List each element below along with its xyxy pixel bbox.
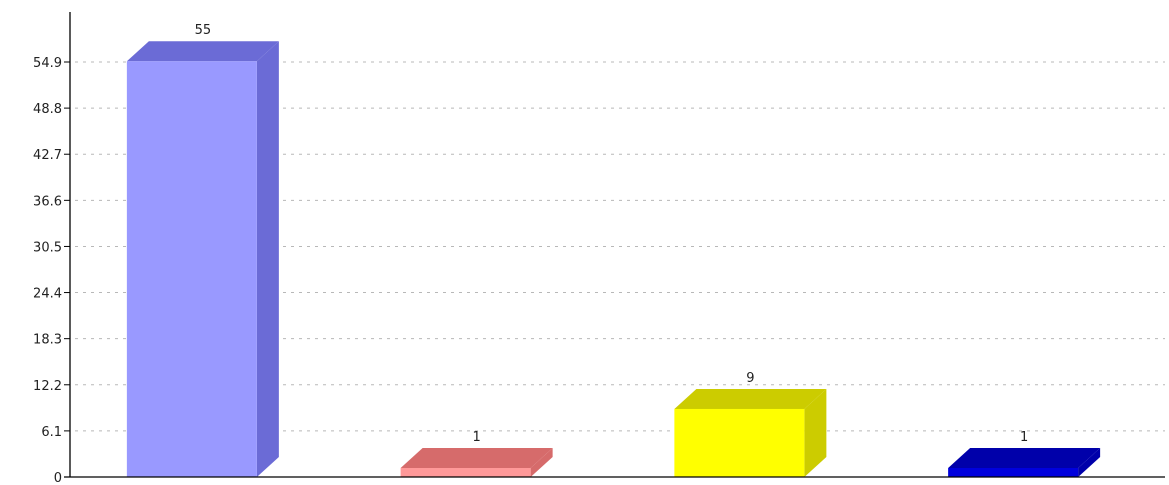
bar-value-label: 1: [472, 430, 480, 445]
y-tick-label: 30.5: [33, 240, 62, 255]
bar-value-label: 55: [195, 23, 212, 38]
bar: [674, 388, 827, 477]
bar-value-label: 9: [746, 371, 754, 386]
bar-top: [674, 388, 827, 409]
bar-side: [804, 388, 827, 477]
bar-front: [674, 408, 805, 477]
bar-side: [1078, 448, 1101, 477]
y-tick-label: 36.6: [33, 194, 62, 209]
labels-layer: 0 6.1 12.2 18.3 24.4 30.5 36.6 42.7 48.8 54.9 55 1 9…: [33, 23, 1028, 485]
bar-value-label: 1: [1020, 430, 1028, 445]
y-tick-label: 12.2: [33, 379, 62, 394]
bar: [400, 448, 553, 477]
bar-front: [948, 468, 1079, 477]
bar-side: [256, 41, 279, 477]
bar-front: [126, 61, 257, 477]
bar-side: [530, 448, 553, 477]
y-tick-label: 54.9: [33, 56, 62, 71]
bar-top: [126, 41, 279, 62]
bar-top: [400, 448, 553, 468]
y-tick-label: 6.1: [41, 425, 62, 440]
bar-top: [948, 448, 1101, 468]
axis-layer: [64, 12, 1165, 478]
y-tick-label: 0: [54, 471, 62, 485]
y-tick-label: 48.8: [33, 102, 62, 117]
y-tick-label: 18.3: [33, 333, 62, 348]
y-tick-label: 24.4: [33, 287, 62, 302]
bar: [948, 448, 1101, 477]
y-tick-label: 42.7: [33, 148, 62, 163]
bars-layer: [126, 41, 1101, 477]
grid-layer: [75, 61, 1165, 432]
bar-front: [400, 468, 531, 477]
bar: [126, 41, 279, 477]
